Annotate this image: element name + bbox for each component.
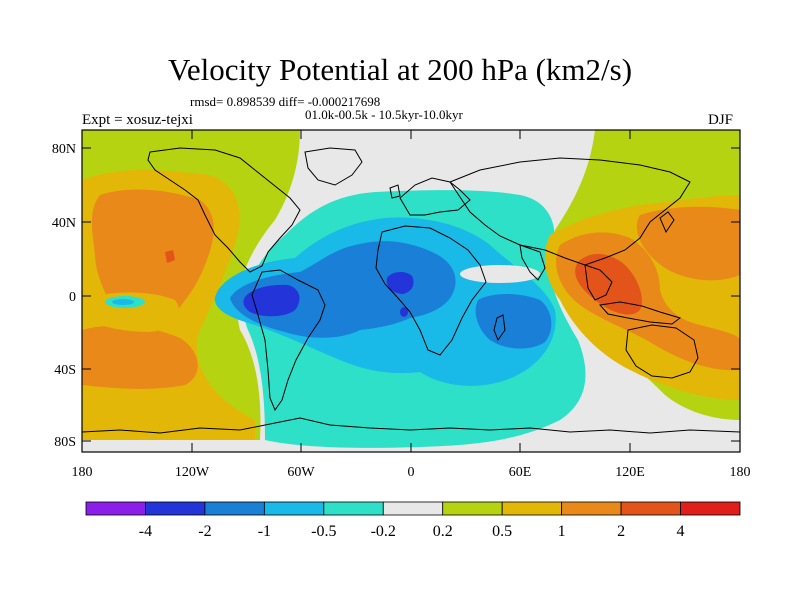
lon-label-60w: 60W — [287, 465, 315, 480]
field-neg2-africa — [386, 272, 414, 294]
coast-antarctica — [82, 417, 740, 434]
lon-label-120e: 120E — [615, 465, 645, 480]
colorbar-label: -4 — [139, 523, 152, 540]
field-zero-africa-north — [460, 265, 540, 283]
coast-india — [519, 244, 546, 281]
field-neg2-atlantic — [400, 307, 408, 317]
season-label: DJF — [708, 112, 734, 128]
field-neg1-indian — [475, 294, 552, 349]
colorbar-label: -0.5 — [311, 523, 336, 540]
lon-label-0: 0 — [408, 465, 415, 480]
colorbar-label: 0.5 — [492, 523, 512, 540]
contour-fields — [82, 130, 740, 452]
lat-label-eq: 0 — [69, 290, 76, 305]
coast-southeast-asia — [584, 264, 613, 301]
coastlines — [82, 147, 740, 434]
colorbar-label: 2 — [617, 523, 625, 540]
colorbar-swatch — [323, 501, 384, 516]
coast-greenland — [304, 147, 363, 186]
coast-japan — [659, 211, 675, 234]
coast-africa — [375, 225, 487, 356]
colorbar-swatch — [680, 501, 741, 516]
colorbar-swatch — [382, 501, 444, 516]
coast-indonesia — [599, 301, 682, 325]
coast-uk — [389, 184, 401, 199]
coast-asia — [449, 157, 691, 266]
lat-labels: 80N 40N 0 40S 80S — [52, 142, 76, 450]
colorbar-label: 0.2 — [433, 523, 453, 540]
lat-tick-marks — [82, 147, 740, 442]
coast-south-america — [251, 269, 326, 412]
colorbar: -4 -2 -1 -0.5 -0.2 0.2 0.5 1 2 4 — [85, 501, 741, 540]
experiment-label: Expt = xosuz-tejxi — [82, 112, 193, 128]
coast-australia — [625, 324, 699, 379]
lon-label-180e: 180 — [730, 465, 751, 480]
colorbar-swatch — [501, 501, 563, 516]
field-pos2-east — [575, 254, 642, 315]
lon-tick-marks — [81, 130, 741, 452]
lat-label-80n: 80N — [52, 142, 76, 157]
lon-labels: 180 120W 60W 0 60E 120E 180 — [72, 465, 751, 480]
colorbar-label: -0.2 — [371, 523, 396, 540]
colorbar-label: -2 — [198, 523, 211, 540]
colorbar-swatch — [204, 501, 265, 516]
map-title: Velocity Potential at 200 hPa (km2/s) — [167, 52, 633, 87]
lon-label-60e: 60E — [509, 465, 532, 480]
lon-label-120w: 120W — [175, 465, 210, 480]
lon-label-180w: 180 — [72, 465, 93, 480]
period-line: 01.0k-00.5k - 10.5kyr-10.0kyr — [305, 107, 463, 122]
colorbar-swatch — [561, 501, 622, 516]
coast-north-america — [147, 147, 301, 273]
lat-label-40s: 40S — [54, 363, 76, 378]
colorbar-label: 4 — [677, 523, 685, 540]
colorbar-label: 1 — [558, 523, 566, 540]
coast-madagascar — [493, 314, 506, 342]
field-pos2-westpacific — [165, 250, 175, 263]
colorbar-swatch — [145, 501, 206, 516]
coast-europe — [399, 177, 471, 216]
field-neg2-southamerica — [243, 284, 300, 317]
field-pos1-southwest — [82, 325, 198, 389]
colorbar-label: -1 — [258, 523, 271, 540]
colorbar-swatch — [85, 501, 146, 516]
colorbar-swatch — [263, 501, 325, 516]
lat-label-80s: 80S — [54, 435, 76, 450]
lat-label-40n: 40N — [52, 216, 76, 231]
field-neg05-westpacific — [112, 299, 134, 305]
stats-line: rmsd= 0.898539 diff= -0.000217698 — [190, 94, 381, 109]
colorbar-swatch — [620, 501, 681, 516]
colorbar-swatch — [442, 501, 503, 516]
